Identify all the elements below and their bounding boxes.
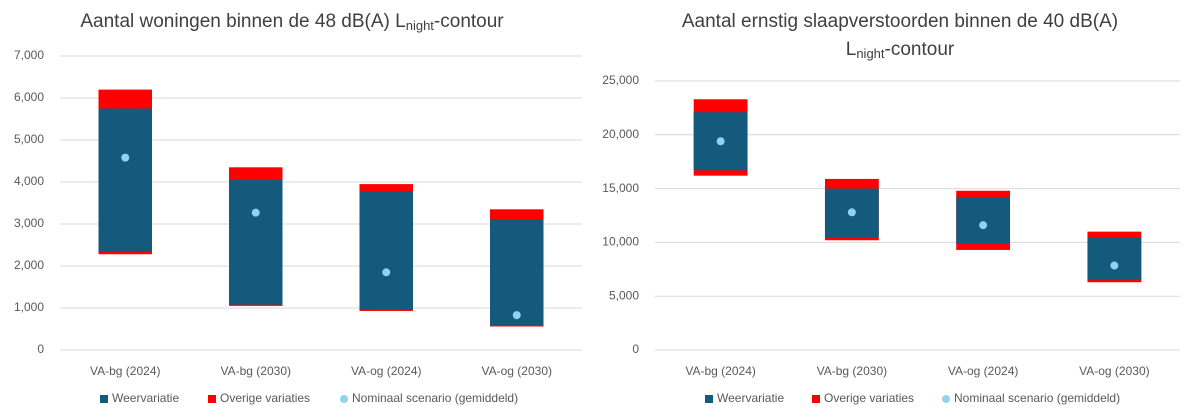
y-tick-label: 2,000 — [14, 258, 44, 272]
title-subscript: night — [856, 46, 885, 61]
x-tick-label: VA-og (2024) — [948, 364, 1018, 378]
title-part: Aantal woningen binnen de 48 dB(A) L — [80, 11, 405, 32]
y-tick-label: 0 — [37, 342, 44, 356]
x-tick-label: VA-og (2024) — [351, 364, 421, 378]
range-bar — [489, 219, 544, 326]
chart-title: Aantal ernstig slaapverstoorden binnen d… — [682, 11, 1118, 32]
x-tick-label: VA-bg (2030) — [817, 364, 887, 378]
nominal-point — [512, 311, 521, 320]
y-tick-label: 10,000 — [602, 235, 639, 249]
x-tick-label: VA-bg (2024) — [685, 364, 755, 378]
y-tick-label: 20,000 — [602, 127, 639, 141]
title-subscript: night — [406, 18, 435, 33]
legend-swatch — [100, 395, 108, 403]
chart-title: Lnight-contour — [846, 39, 955, 61]
title-part: -contour — [434, 11, 504, 32]
nominal-point — [382, 268, 391, 277]
nominal-point — [1110, 261, 1119, 270]
legend-label: Nominaal scenario (gemiddeld) — [352, 391, 518, 405]
title-part: L — [846, 39, 857, 60]
nominal-point — [251, 208, 260, 217]
legend-label: Weervariatie — [112, 391, 179, 405]
y-tick-label: 5,000 — [14, 132, 44, 146]
legend-swatch — [942, 395, 950, 403]
nominal-point — [121, 153, 130, 162]
title-part: -contour — [885, 39, 955, 60]
y-tick-label: 0 — [632, 342, 639, 356]
nominal-point — [979, 221, 988, 230]
legend-swatch — [705, 395, 713, 403]
title-part: Aantal ernstig slaapverstoorden binnen d… — [682, 11, 1118, 32]
legend-swatch — [208, 395, 216, 403]
y-tick-label: 15,000 — [602, 181, 639, 195]
y-tick-label: 3,000 — [14, 216, 44, 230]
range-bar — [1087, 237, 1142, 280]
x-tick-label: VA-og (2030) — [1079, 364, 1149, 378]
range-bar — [359, 191, 414, 310]
y-tick-label: 6,000 — [14, 90, 44, 104]
x-tick-label: VA-og (2030) — [482, 364, 552, 378]
legend-swatch — [340, 395, 348, 403]
legend-label: Nominaal scenario (gemiddeld) — [954, 391, 1120, 405]
y-tick-label: 5,000 — [609, 288, 639, 302]
x-tick-label: VA-bg (2030) — [221, 364, 291, 378]
legend-swatch — [812, 395, 820, 403]
x-tick-label: VA-bg (2024) — [90, 364, 160, 378]
y-tick-label: 4,000 — [14, 174, 44, 188]
range-bar — [98, 108, 153, 252]
legend-label: Overige variaties — [220, 391, 310, 405]
range-bar — [228, 179, 283, 305]
legend-label: Weervariatie — [717, 391, 784, 405]
range-bar — [956, 197, 1011, 245]
y-tick-label: 7,000 — [14, 48, 44, 62]
nominal-point — [716, 137, 725, 146]
legend-label: Overige variaties — [824, 391, 914, 405]
chart-title: Aantal woningen binnen de 48 dB(A) Lnigh… — [80, 11, 504, 33]
y-tick-label: 1,000 — [14, 300, 44, 314]
y-tick-label: 25,000 — [602, 73, 639, 87]
nominal-point — [847, 208, 856, 217]
